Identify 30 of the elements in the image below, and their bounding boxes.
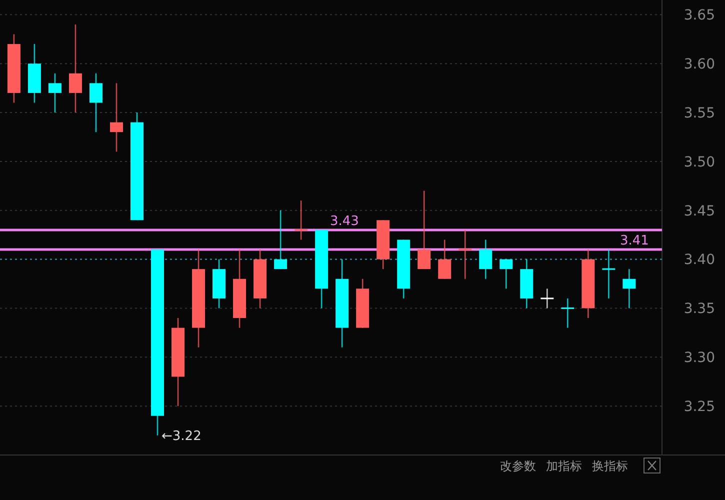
candlestick [601, 248, 616, 300]
y-tick-label: 3.40 [684, 252, 715, 268]
ref-line-label: 3.43 [330, 214, 359, 229]
ref-line-label: 3.41 [620, 234, 649, 249]
y-tick-label: 3.45 [684, 203, 715, 220]
candlestick [68, 24, 82, 114]
y-tick-label: 3.55 [684, 105, 715, 122]
text: 换指标 [592, 459, 628, 473]
text: 加指标 [546, 459, 582, 473]
y-tick-label: 3.25 [684, 398, 715, 415]
candlestick [294, 200, 308, 240]
candlestick [274, 210, 288, 270]
candlestick [438, 239, 452, 280]
text: 改参数 [500, 459, 536, 473]
candlestick [479, 239, 492, 280]
y-tick-label: 3.50 [684, 154, 715, 170]
annotation: ←3.22 [162, 428, 202, 444]
candlestick [418, 190, 431, 270]
candlestick [89, 72, 102, 133]
candlestick [458, 229, 472, 280]
candlestick [622, 268, 636, 309]
y-tick-label: 3.60 [684, 56, 715, 72]
candlestick [48, 72, 62, 114]
y-tick-label: 3.65 [684, 8, 715, 24]
candlestick [540, 288, 554, 309]
candlestick [500, 258, 513, 290]
y-tick-label: 3.30 [684, 350, 715, 366]
candlestick [110, 82, 123, 152]
candlestick [560, 298, 575, 328]
y-tick-label: 3.35 [684, 301, 715, 318]
